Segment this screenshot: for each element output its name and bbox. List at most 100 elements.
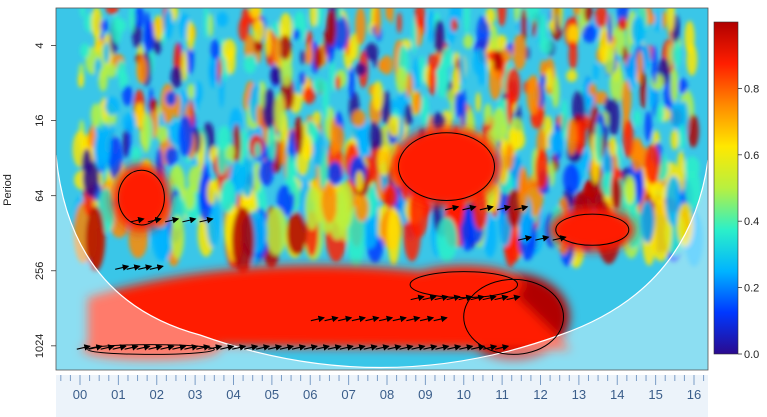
coherence-cell [122,112,137,132]
phase-arrow [506,294,521,302]
coherence-cell [540,74,547,86]
coherence-cell [526,74,541,115]
phase-arrow [406,315,421,323]
coherence-cell [203,8,209,39]
coherence-cell [656,103,665,123]
coherence-cell [133,8,145,29]
coherence-cell [129,8,136,33]
phase-arrow [482,294,497,302]
coherence-cell [404,103,413,127]
phase-arrow [279,344,295,351]
coherence-cell [436,62,449,99]
x-tick-label: 06 [303,387,317,402]
coherence-cell [256,104,263,127]
coherence-cell [574,119,586,155]
coherence-cell [305,42,313,63]
significance-contour [117,169,165,226]
colorbar-ticks: 0.0 0.2 0.4 0.6 0.8 [738,83,759,361]
coherence-region [392,126,501,207]
phase-arrow [303,344,318,351]
phase-arrow [208,344,223,351]
x-tick-label: 04 [226,387,240,402]
coherence-cell [493,50,503,72]
coherence-cell [630,137,644,173]
coherence-cell [130,146,142,166]
coherence-cell [650,200,672,262]
coherence-cell [243,91,249,111]
x-tick-label: 10 [457,387,471,402]
significance-contour [398,132,495,202]
significance-contour [409,271,518,299]
coherence-cell [581,149,590,171]
coherence-cell [100,19,109,33]
coherence-cell [588,83,597,96]
coherence-cell [622,119,634,158]
phase-arrow [172,344,187,351]
coherence-cell [624,175,636,203]
coherence-cell [382,184,398,208]
phase-arrow [483,344,498,351]
coherence-cell [654,11,661,33]
phase-arrow [232,344,247,351]
phase-arrow [220,344,235,351]
coherence-cell [265,206,288,256]
coherence-cell [649,181,665,205]
coherence-cell [594,8,608,28]
x-tick-label: 13 [572,387,586,402]
coherence-cell [617,18,628,31]
phase-arrow [496,204,512,212]
coherence-texture [72,8,703,275]
coherence-cell [598,26,609,65]
x-tick-label: 02 [150,387,164,402]
colorbar-tick-label: 0.4 [744,216,759,228]
coherence-cell [684,20,695,54]
coherence-cell [548,130,564,154]
phase-arrow [147,216,162,224]
coherence-cell [94,30,101,53]
coherence-cell [253,39,263,53]
phase-arrow [338,315,353,323]
coherence-cell [368,121,380,151]
coherence-cell [185,185,196,211]
coherence-cell [604,97,611,115]
coherence-regions [81,126,635,361]
phase-arrow [459,344,474,351]
coherence-cell [80,8,86,18]
coherence-cell [607,12,613,45]
coherence-cell [91,8,102,38]
coherence-cell [545,68,553,90]
phase-arrow [387,344,402,351]
phase-arrow [136,344,151,351]
coherence-cell [512,34,527,71]
x-tick-label: 16 [687,387,701,402]
coherence-cell [670,129,679,151]
coherence-cell [563,163,580,195]
coherence-cell [327,161,343,186]
coherence-cell [380,90,391,125]
phase-arrow [458,294,473,302]
coherence-cell [475,92,481,113]
phase-arrow [363,344,378,351]
coherence-cell [82,160,100,198]
coherence-cell [608,136,617,157]
coherence-cell [293,28,301,41]
coherence-cell [529,8,540,30]
coherence-cell [631,15,645,46]
coherence-cell [505,143,514,171]
coherence-cell [287,154,295,195]
coherence-cell [672,40,682,69]
coherence-cell [254,142,261,159]
coherence-cell [77,73,84,88]
coherence-cell [243,54,257,74]
coherence-cell [309,8,318,28]
coherence-cell [141,111,151,154]
coherence-cell [312,111,322,125]
coherence-cell [566,118,577,156]
coherence-cell [279,34,292,61]
coherence-cell [348,66,355,100]
coherence-cell [105,8,119,15]
coherence-cell [395,66,408,94]
coherence-cell [354,194,369,222]
phase-arrow [470,294,485,302]
phase-arrows [76,204,567,351]
